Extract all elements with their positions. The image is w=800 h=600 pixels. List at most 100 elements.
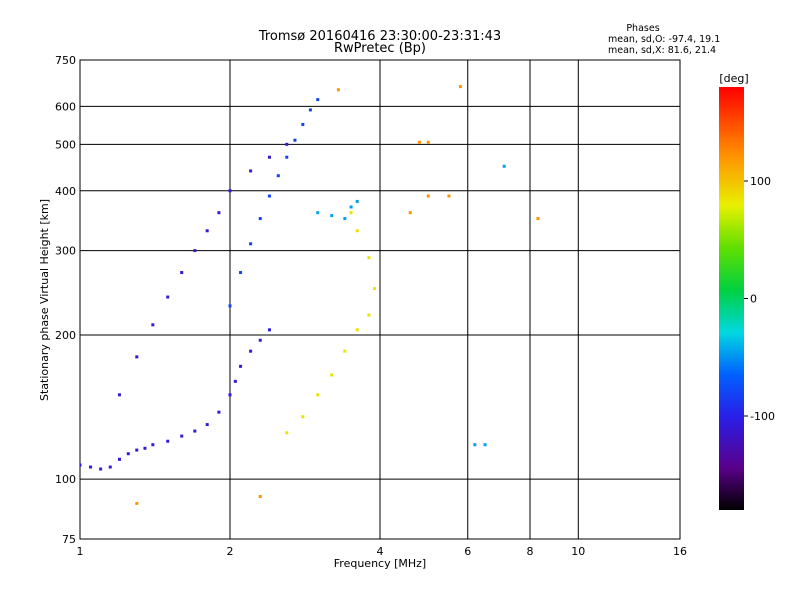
chart-subtitle: RwPretec (Bp) bbox=[334, 41, 426, 56]
data-point bbox=[233, 379, 237, 383]
x-axis-label: Frequency [MHz] bbox=[334, 557, 426, 570]
data-point bbox=[117, 393, 121, 397]
x-tick-label: 10 bbox=[571, 545, 585, 558]
data-point bbox=[473, 443, 477, 447]
data-point bbox=[285, 431, 289, 435]
y-axis-label: Stationary phase Virtual Height [km] bbox=[38, 199, 51, 401]
colorbar bbox=[719, 87, 744, 510]
data-point bbox=[301, 415, 305, 419]
phases-x-stats: mean, sd,X: 81.6, 21.4 bbox=[608, 45, 716, 56]
data-point bbox=[267, 328, 271, 332]
data-point bbox=[239, 364, 243, 368]
data-point bbox=[217, 211, 221, 215]
data-point bbox=[205, 423, 209, 427]
data-point bbox=[349, 211, 353, 215]
data-point bbox=[316, 98, 320, 102]
y-tick-label: 100 bbox=[55, 473, 76, 486]
y-tick-label: 200 bbox=[55, 329, 76, 342]
x-tick-label: 1 bbox=[77, 545, 84, 558]
data-point bbox=[483, 443, 487, 447]
chart-title: Tromsø 20160416 23:30:00-23:31:43 bbox=[258, 29, 501, 44]
data-points bbox=[80, 85, 540, 505]
y-tick-label: 300 bbox=[55, 245, 76, 258]
data-point bbox=[217, 410, 221, 414]
data-point bbox=[426, 194, 430, 198]
data-point bbox=[249, 349, 253, 353]
x-axis-ticks: 1 2 4 6 8 10 16 bbox=[77, 545, 688, 558]
data-point bbox=[249, 242, 253, 246]
x-tick-label: 2 bbox=[227, 545, 234, 558]
data-point bbox=[367, 256, 371, 260]
y-tick-label: 75 bbox=[62, 533, 76, 546]
data-point bbox=[316, 211, 320, 215]
data-point bbox=[99, 467, 103, 471]
data-point bbox=[343, 217, 347, 221]
data-point bbox=[151, 443, 155, 447]
y-tick-label: 500 bbox=[55, 138, 76, 151]
data-point bbox=[293, 138, 297, 142]
data-point bbox=[151, 323, 155, 327]
data-point bbox=[166, 439, 170, 443]
data-point bbox=[349, 205, 353, 209]
x-tick-label: 6 bbox=[464, 545, 471, 558]
data-point bbox=[135, 501, 139, 505]
data-point bbox=[285, 155, 289, 159]
data-point bbox=[267, 155, 271, 159]
data-point bbox=[258, 217, 262, 221]
data-point bbox=[536, 217, 540, 221]
y-tick-label: 400 bbox=[55, 185, 76, 198]
y-tick-label: 750 bbox=[55, 54, 76, 67]
data-point bbox=[193, 429, 197, 433]
data-point bbox=[180, 271, 184, 275]
data-point bbox=[285, 142, 289, 146]
colorbar-tick-label: 100 bbox=[750, 175, 771, 188]
data-point bbox=[355, 328, 359, 332]
colorbar-label: [deg] bbox=[719, 72, 748, 85]
data-point bbox=[258, 338, 262, 342]
colorbar-ticks: 100 0 -100 bbox=[744, 175, 775, 423]
data-point bbox=[316, 393, 320, 397]
data-point bbox=[301, 123, 305, 127]
data-point bbox=[193, 249, 197, 253]
data-point bbox=[408, 211, 412, 215]
colorbar-tick-label: -100 bbox=[750, 410, 775, 423]
data-point bbox=[126, 452, 130, 456]
data-point bbox=[228, 304, 232, 308]
data-point bbox=[228, 393, 232, 397]
data-point bbox=[336, 88, 340, 92]
x-tick-label: 4 bbox=[377, 545, 384, 558]
grid-lines bbox=[80, 60, 680, 539]
data-point bbox=[117, 457, 121, 461]
phases-heading: Phases bbox=[626, 23, 659, 34]
data-point bbox=[276, 174, 280, 178]
data-point bbox=[502, 164, 506, 168]
data-point bbox=[249, 169, 253, 173]
phases-o-stats: mean, sd,O: -97.4, 19.1 bbox=[608, 34, 720, 45]
data-point bbox=[228, 189, 232, 193]
y-tick-label: 600 bbox=[55, 100, 76, 113]
x-tick-label: 8 bbox=[527, 545, 534, 558]
data-point bbox=[426, 140, 430, 144]
data-point bbox=[330, 373, 334, 377]
data-point bbox=[108, 465, 112, 469]
data-point bbox=[373, 287, 377, 291]
x-tick-label: 16 bbox=[673, 545, 687, 558]
data-point bbox=[330, 214, 334, 218]
data-point bbox=[447, 194, 451, 198]
data-point bbox=[367, 313, 371, 317]
data-point bbox=[343, 349, 347, 353]
colorbar-tick-label: 0 bbox=[750, 293, 757, 306]
y-axis-ticks: 75 100 200 300 400 500 600 750 bbox=[55, 54, 76, 546]
data-point bbox=[267, 194, 271, 198]
data-point bbox=[258, 494, 262, 498]
data-point bbox=[355, 229, 359, 233]
data-point bbox=[180, 434, 184, 438]
data-point bbox=[417, 140, 421, 144]
data-point bbox=[355, 199, 359, 203]
data-point bbox=[135, 448, 139, 452]
data-point bbox=[143, 446, 147, 450]
data-point bbox=[458, 85, 462, 89]
data-point bbox=[80, 463, 82, 467]
data-point bbox=[135, 355, 139, 359]
